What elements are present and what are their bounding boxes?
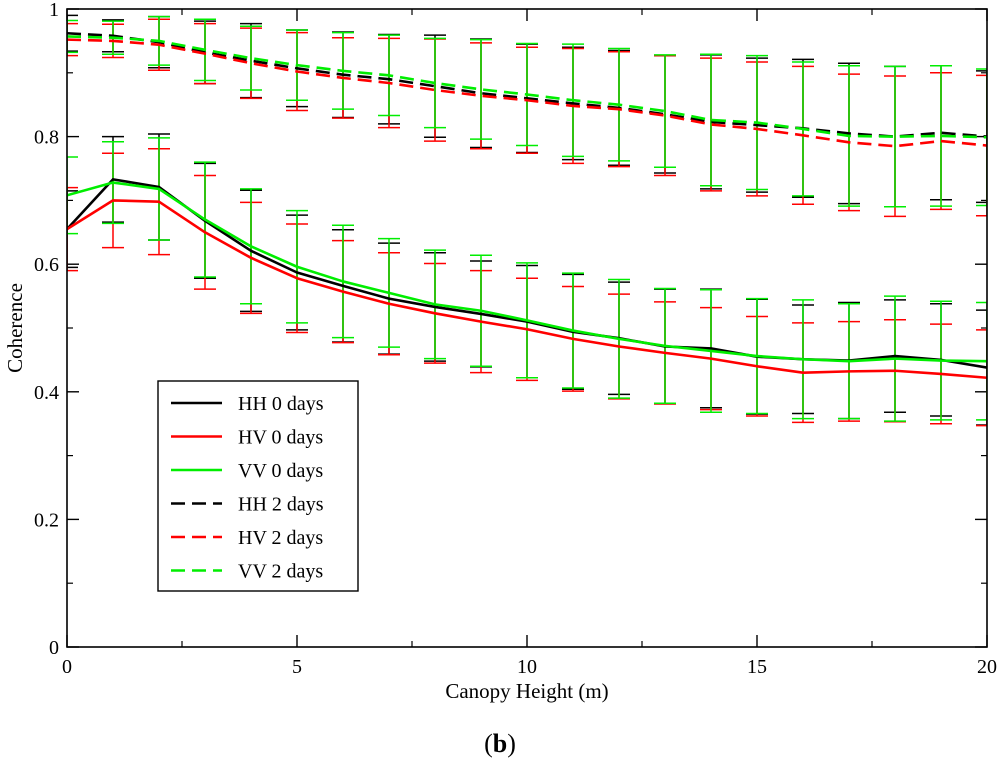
- legend: HH 0 days HV 0 days VV 0 days HH 2 days HV 2…: [157, 380, 359, 592]
- y-tick-label: 0.2: [34, 509, 59, 531]
- legend-label: HV 0 days: [238, 427, 323, 449]
- tick-labels-layer: 0 5 10 15 20 0 0.2 0.4 0.6 0.8 1: [34, 0, 997, 678]
- error-bars-vv-2-days: [67, 15, 987, 208]
- y-tick-label: 1: [49, 0, 59, 21]
- x-tick-label: 0: [62, 656, 72, 678]
- error-bars-vv-0-days: [67, 137, 987, 422]
- y-tick-label: 0.6: [34, 254, 59, 276]
- series-line-hh-2-days: [67, 31, 987, 138]
- legend-item-hh-0-days: HH 0 days: [171, 393, 324, 415]
- y-tick-label: 0.4: [34, 382, 59, 404]
- y-tick-label: 0: [49, 637, 59, 659]
- series-line-vv-2-days: [67, 35, 987, 139]
- panel-label-close: ): [507, 729, 516, 758]
- y-axis-title: Coherence: [3, 283, 27, 373]
- x-tick-label: 5: [292, 656, 302, 678]
- x-axis-title: Canopy Height (m): [445, 679, 608, 703]
- x-tick-label: 10: [517, 656, 537, 678]
- legend-label: VV 0 days: [238, 460, 323, 482]
- legend-item-hv-0-days: HV 0 days: [171, 427, 323, 449]
- y-tick-label: 0.8: [34, 127, 59, 149]
- legend-item-hv-2-days: HV 2 days: [171, 527, 323, 549]
- panel-label-open: (: [484, 729, 493, 758]
- error-bars-layer: [67, 14, 987, 427]
- legend-item-vv-2-days: VV 2 days: [171, 561, 323, 583]
- legend-label: HH 0 days: [238, 393, 324, 415]
- panel-label-letter: b: [493, 729, 507, 758]
- legend-item-vv-0-days: VV 0 days: [171, 460, 323, 482]
- legend-label: HV 2 days: [238, 527, 323, 549]
- legend-label: HH 2 days: [238, 494, 324, 516]
- series-lines-layer: [67, 31, 987, 380]
- legend-label: VV 2 days: [238, 561, 323, 583]
- series-line-vv-0-days: [67, 181, 987, 363]
- panel-label: (b): [484, 729, 516, 758]
- plot-frame: [66, 8, 988, 648]
- legend-box: [157, 380, 359, 592]
- x-tick-label: 15: [747, 656, 767, 678]
- series-line-hv-2-days: [67, 38, 987, 148]
- legend-item-hh-2-days: HH 2 days: [171, 494, 324, 516]
- x-tick-label: 20: [977, 656, 997, 678]
- series-line-hv-0-days: [67, 199, 987, 380]
